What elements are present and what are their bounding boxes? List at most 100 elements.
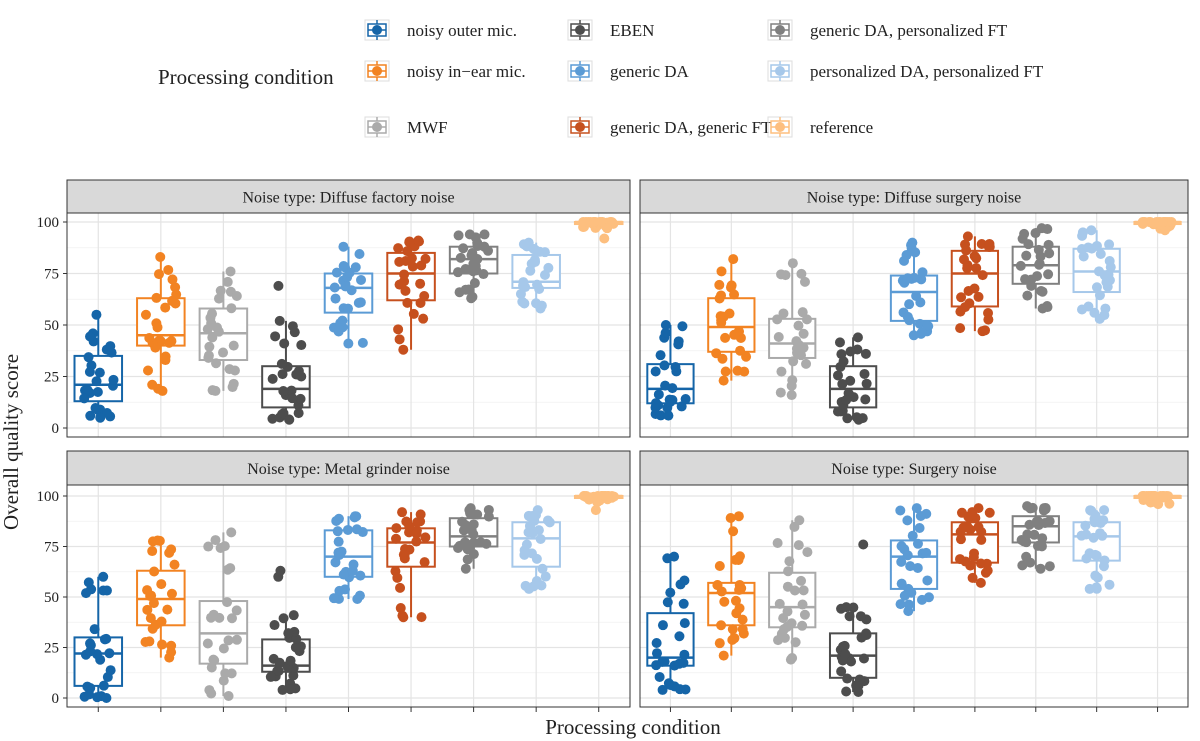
data-point	[267, 373, 278, 384]
data-point	[799, 609, 810, 620]
panel-title: Noise type: Surgery noise	[831, 461, 996, 478]
data-point	[144, 332, 155, 343]
data-point	[788, 356, 799, 367]
data-point	[772, 538, 783, 549]
data-point	[351, 524, 362, 535]
data-point	[719, 596, 730, 607]
data-point	[602, 223, 613, 234]
data-point	[98, 571, 109, 582]
data-point	[269, 620, 280, 631]
data-point	[973, 503, 984, 514]
data-point	[665, 396, 676, 407]
data-point	[902, 550, 913, 561]
data-point	[1090, 570, 1101, 581]
data-point	[783, 566, 794, 577]
outlier-point	[275, 565, 286, 576]
panel-border	[639, 212, 1189, 438]
boxplot	[198, 527, 249, 701]
data-point	[964, 298, 975, 309]
data-point	[460, 537, 471, 548]
data-point	[665, 587, 676, 598]
boxplot	[573, 491, 624, 516]
data-point	[395, 582, 406, 593]
data-point	[1104, 579, 1115, 590]
data-point	[355, 297, 366, 308]
data-point	[853, 686, 864, 697]
data-point	[785, 654, 796, 665]
data-point	[91, 376, 102, 387]
data-point	[355, 570, 366, 581]
data-point	[729, 289, 740, 300]
data-point	[859, 368, 870, 379]
data-point	[651, 637, 662, 648]
data-point	[738, 628, 749, 639]
data-point	[397, 507, 408, 518]
boxplot	[768, 515, 817, 665]
data-point	[535, 534, 546, 545]
data-point	[663, 410, 674, 421]
data-point	[845, 375, 856, 386]
data-point	[343, 338, 354, 349]
data-point	[660, 320, 671, 330]
data-point	[852, 332, 863, 343]
y-tick-label: 25	[44, 641, 59, 657]
data-point	[1036, 541, 1047, 552]
data-point	[956, 292, 967, 303]
data-point	[219, 541, 230, 552]
data-point	[85, 331, 96, 342]
panel-border	[66, 212, 631, 438]
boxplot	[511, 237, 561, 314]
data-point	[539, 247, 550, 258]
data-point	[720, 366, 731, 377]
panel-strip	[66, 450, 631, 486]
boxplot	[889, 237, 939, 341]
data-point	[142, 585, 153, 596]
outlier-point	[858, 539, 869, 550]
boxplot	[261, 565, 311, 695]
data-point	[902, 515, 913, 526]
data-point	[290, 642, 301, 653]
data-point	[1104, 239, 1115, 250]
data-point	[1094, 290, 1105, 301]
data-point	[732, 365, 743, 376]
data-point	[714, 279, 725, 290]
data-point	[728, 526, 739, 537]
data-point	[1138, 491, 1149, 501]
data-point	[543, 515, 554, 526]
data-point	[651, 660, 662, 671]
data-point	[1086, 225, 1097, 236]
data-point	[218, 643, 229, 654]
data-point	[969, 283, 980, 294]
data-point	[483, 511, 494, 522]
data-point	[157, 385, 168, 396]
data-point	[104, 648, 115, 659]
legend-label: generic DA, generic FT	[610, 118, 772, 137]
data-point	[277, 684, 288, 695]
boxplot	[646, 320, 695, 421]
data-point	[1022, 290, 1033, 301]
data-point	[222, 597, 233, 608]
boxplot	[1011, 501, 1060, 574]
data-point	[79, 393, 90, 404]
data-point	[524, 511, 535, 522]
data-point	[903, 606, 914, 617]
data-point	[475, 537, 486, 548]
panel: Noise type: Diffuse surgery noise	[639, 179, 1189, 438]
legend-point	[372, 66, 382, 76]
data-point	[151, 292, 162, 303]
data-point	[1020, 274, 1031, 285]
data-point	[84, 366, 95, 377]
data-point	[166, 588, 177, 599]
y-tick-label: 50	[44, 590, 59, 606]
data-point	[1149, 491, 1160, 501]
data-point	[677, 321, 688, 332]
data-point	[776, 366, 787, 377]
data-point	[1043, 239, 1054, 250]
data-point	[975, 577, 986, 588]
data-point	[922, 575, 933, 586]
data-point	[466, 293, 477, 304]
data-point	[342, 524, 353, 535]
data-point	[969, 548, 980, 559]
data-point	[453, 230, 464, 241]
data-point	[101, 585, 112, 596]
